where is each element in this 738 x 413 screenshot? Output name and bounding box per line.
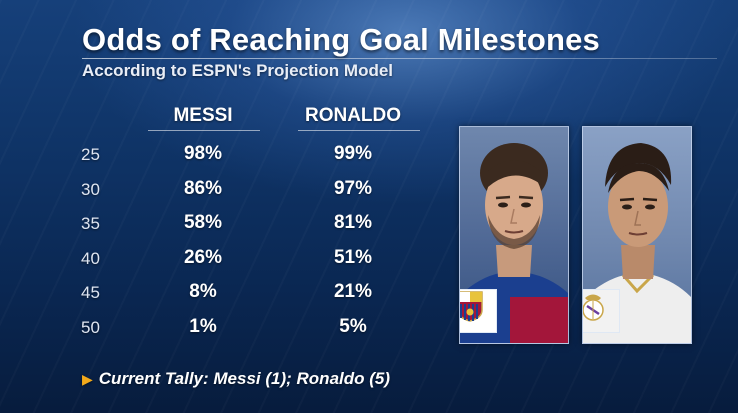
messi-odds: 26%	[183, 246, 223, 268]
messi-odds: 1%	[189, 315, 217, 337]
column-header-divider-ronaldo	[298, 130, 420, 131]
ronaldo-photo-panel	[582, 126, 692, 344]
ronaldo-odds: 97%	[333, 177, 373, 199]
milestone-label: 25	[81, 145, 100, 164]
milestone-label: 45	[81, 283, 100, 302]
column-header-ronaldo: RONALDO	[304, 105, 402, 126]
real-madrid-crest-icon	[583, 289, 620, 333]
messi-photo-panel	[459, 126, 569, 344]
table-row: 35 58% 81%	[0, 206, 450, 241]
milestone-table: 25 98% 99% 30 86% 97% 35 58% 81% 40 26% …	[0, 137, 450, 344]
title-divider	[82, 58, 717, 59]
table-row: 25 98% 99%	[0, 137, 450, 172]
page-subtitle: According to ESPN's Projection Model	[82, 61, 394, 80]
current-tally-text: Current Tally: Messi (1); Ronaldo (5)	[98, 369, 391, 388]
ronaldo-odds: 21%	[333, 281, 373, 302]
ronaldo-odds: 81%	[333, 212, 373, 233]
messi-odds: 58%	[183, 212, 223, 233]
ronaldo-odds: 99%	[333, 143, 373, 164]
messi-odds: 86%	[183, 177, 223, 199]
milestone-label: 40	[81, 248, 100, 268]
ronaldo-odds: 5%	[339, 315, 367, 337]
current-tally: ▶ Current Tally: Messi (1); Ronaldo (5)	[82, 369, 390, 389]
page-title: Odds of Reaching Goal Milestones	[82, 22, 600, 57]
milestone-label: 35	[81, 214, 100, 233]
milestone-label: 30	[81, 179, 100, 199]
table-row: 30 86% 97%	[0, 172, 450, 207]
messi-odds: 8%	[189, 281, 217, 302]
milestone-label: 50	[81, 317, 100, 337]
column-header-divider-messi	[148, 130, 260, 131]
fc-barcelona-crest-icon	[460, 289, 497, 333]
table-row: 45 8% 21%	[0, 275, 450, 310]
table-row: 50 1% 5%	[0, 310, 450, 345]
messi-portrait-icon	[460, 143, 568, 343]
table-row: 40 26% 51%	[0, 241, 450, 276]
column-header-messi: MESSI	[173, 105, 233, 126]
triangle-right-icon: ▶	[82, 371, 93, 387]
ronaldo-odds: 51%	[333, 246, 373, 268]
messi-odds: 98%	[183, 143, 223, 164]
